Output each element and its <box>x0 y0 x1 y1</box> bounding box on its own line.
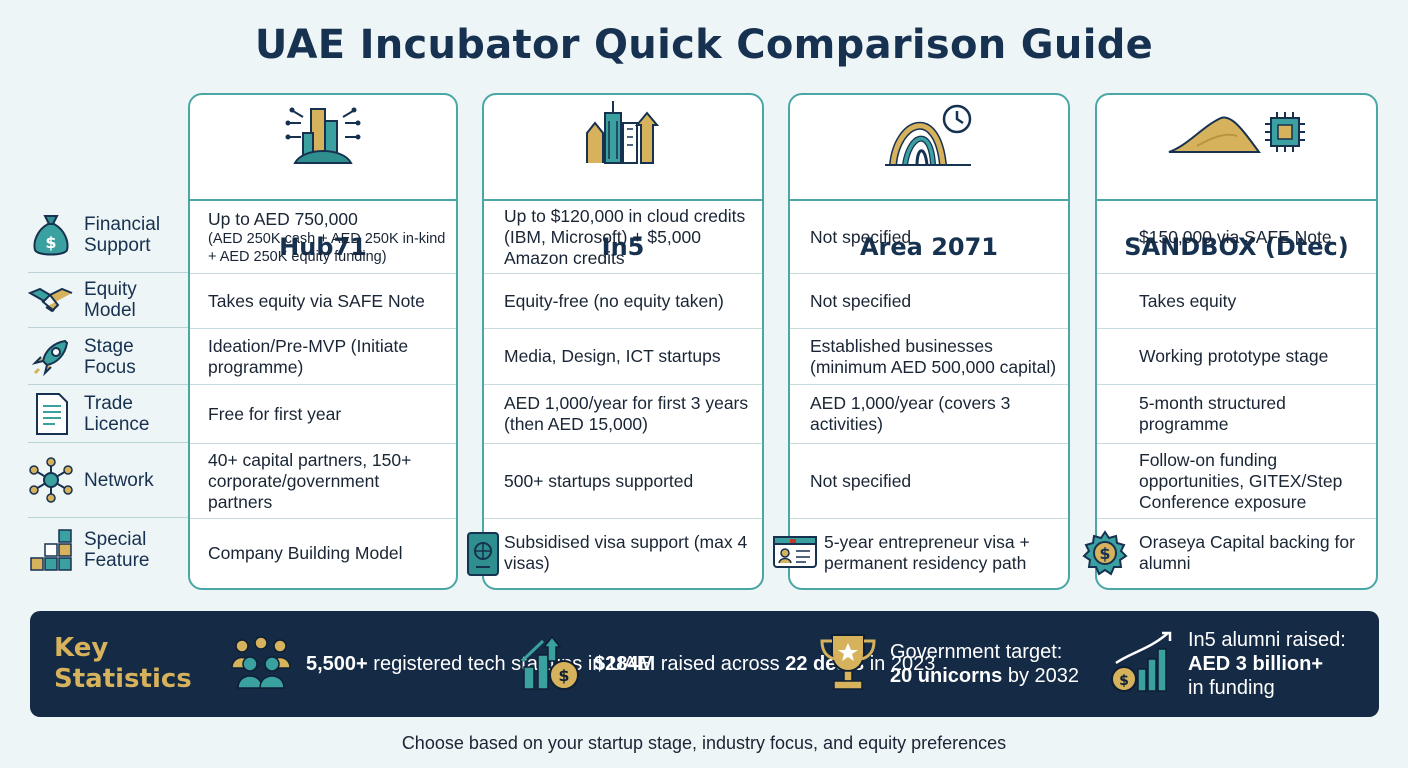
passport-icon <box>466 531 500 582</box>
cell-special-feature: Subsidised visa support (max 4 visas) <box>504 532 748 573</box>
row-divider <box>28 517 188 518</box>
gear-dollar-icon: $ <box>1081 529 1129 582</box>
id-card-icon <box>772 535 818 574</box>
cell-network: Not specified <box>810 470 912 491</box>
key-statistics-label: Key Statistics <box>54 633 192 694</box>
incubator-name: In5 <box>601 233 645 261</box>
cell-trade-licence: AED 1,000/year for first 3 years (then A… <box>504 393 749 434</box>
chart-coin-icon: $ <box>1110 629 1176 700</box>
svg-text:$: $ <box>1099 544 1110 563</box>
cell-financial-support: Up to AED 750,000 (AED 250K cash + AED 25… <box>208 208 446 265</box>
network-icon <box>28 457 74 503</box>
cell-trade-licence: 5-month structured programme <box>1139 393 1286 434</box>
row-label-trade-licence: Trade Licence <box>28 391 186 437</box>
key-statistics-panel: Key Statistics 5,500+ registered tech sta… <box>30 611 1379 717</box>
svg-text:$: $ <box>45 233 56 252</box>
cell-stage-focus: Working prototype stage <box>1139 346 1329 366</box>
card-sandbox-dtec: SANDBOX (Dtec) $150,000 via SAFE Note Ta… <box>1082 93 1378 590</box>
cell-network: 500+ startups supported <box>504 470 694 491</box>
row-label-financial-support: $ Financial Support <box>28 212 186 258</box>
cell-stage-focus: Media, Design, ICT startups <box>504 346 721 366</box>
blocks-icon <box>28 527 74 573</box>
incubator-name: SANDBOX (Dtec) <box>1124 233 1349 261</box>
svg-text:$: $ <box>558 666 569 685</box>
cell-network: Follow-on funding opportunities, GITEX/S… <box>1139 449 1343 512</box>
cell-equity-model: Not specified <box>810 290 912 311</box>
cell-special-feature: Oraseya Capital backing for alumni <box>1139 532 1355 573</box>
row-label-stage-focus: Stage Focus <box>28 334 186 380</box>
cell-trade-licence: AED 1,000/year (covers 3 activities) <box>810 393 1011 434</box>
card-hub71: Hub71 Up to AED 750,000 (AED 250K cash + … <box>188 93 458 590</box>
skyline-growth-icon <box>484 101 762 165</box>
stat-funding-raised: $ $284M raised across 22 deals in 2023 <box>520 611 935 717</box>
rocket-icon <box>28 334 74 380</box>
stat-unicorn-target: Government target: 20 unicorns by 2032 <box>818 611 1079 717</box>
cell-equity-model: Takes equity via SAFE Note <box>208 290 425 311</box>
row-divider <box>28 384 188 385</box>
row-label-equity-model: Equity Model <box>28 277 186 323</box>
row-divider <box>28 442 188 443</box>
page-title: UAE Incubator Quick Comparison Guide <box>254 22 1154 68</box>
trophy-icon <box>818 631 878 698</box>
stat-in5-alumni: $ In5 alumni raised: AED 3 billion+ in f… <box>1110 611 1346 717</box>
card-in5: In5 Up to $120,000 in cloud credits (IBM… <box>467 93 764 590</box>
cell-financial-support: Up to $120,000 in cloud credits (IBM, Mi… <box>504 205 746 268</box>
handshake-icon <box>28 277 74 323</box>
row-label-special-feature: Special Feature <box>28 527 186 573</box>
city-circuit-icon <box>190 103 456 165</box>
cell-trade-licence: Free for first year <box>208 403 342 424</box>
row-divider <box>28 272 188 273</box>
incubator-name: Hub71 <box>279 233 367 261</box>
people-group-icon <box>228 634 294 695</box>
cell-financial-support: Not specified <box>810 226 912 247</box>
document-icon <box>28 391 74 437</box>
row-divider <box>28 327 188 328</box>
row-label-network: Network <box>28 457 186 503</box>
cell-financial-support: $150,000 via SAFE Note <box>1139 226 1332 247</box>
cell-special-feature: 5-year entrepreneur visa + permanent res… <box>824 532 1030 573</box>
stat-registered-startups: 5,500+ registered tech startups in UAE <box>228 611 650 717</box>
cell-equity-model: Equity-free (no equity taken) <box>504 290 724 311</box>
cell-stage-focus: Ideation/Pre-MVP (Initiate programme) <box>208 335 409 377</box>
cell-special-feature: Company Building Model <box>208 542 403 563</box>
money-bag-icon: $ <box>28 212 74 258</box>
footer-note: Choose based on your startup stage, indu… <box>401 733 1007 753</box>
card-area-2071: Area 2071 Not specified Not specified Es… <box>773 93 1070 590</box>
dune-chip-icon <box>1097 103 1376 165</box>
cell-equity-model: Takes equity <box>1139 290 1237 311</box>
svg-text:$: $ <box>1119 673 1129 689</box>
cell-stage-focus: Established businesses (minimum AED 500,… <box>810 335 1057 377</box>
growth-coin-icon: $ <box>520 631 582 698</box>
incubator-name: Area 2071 <box>859 233 999 261</box>
cell-network: 40+ capital partners, 150+ corporate/gov… <box>208 449 412 512</box>
arch-clock-icon <box>790 103 1068 166</box>
